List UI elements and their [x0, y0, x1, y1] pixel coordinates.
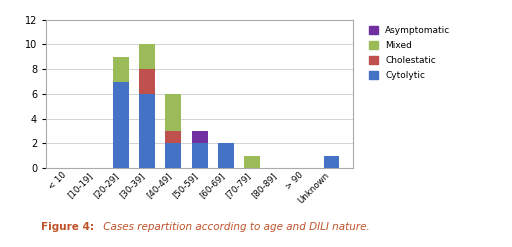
- Bar: [165, 143, 181, 168]
- Bar: [244, 156, 260, 168]
- Bar: [113, 57, 129, 82]
- Text: Figure 4:: Figure 4:: [41, 222, 94, 232]
- Bar: [192, 131, 207, 143]
- Text: Cases repartition according to age and DILI nature.: Cases repartition according to age and D…: [100, 222, 370, 232]
- Bar: [139, 44, 155, 69]
- Bar: [165, 94, 181, 131]
- Bar: [165, 131, 181, 143]
- Bar: [218, 143, 234, 168]
- Legend: Asymptomatic, Mixed, Cholestatic, Cytolytic: Asymptomatic, Mixed, Cholestatic, Cytoly…: [367, 24, 452, 82]
- Bar: [324, 156, 339, 168]
- Bar: [113, 82, 129, 168]
- Bar: [192, 143, 207, 168]
- Bar: [139, 94, 155, 168]
- Bar: [139, 69, 155, 94]
